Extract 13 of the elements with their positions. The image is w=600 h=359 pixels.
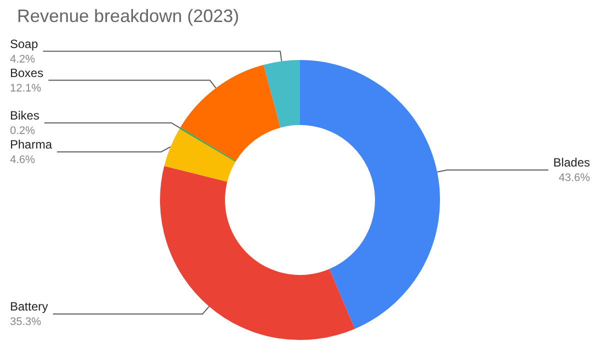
data-label: 4.6% — [10, 154, 36, 166]
data-label: 12.1% — [10, 82, 42, 94]
data-label: 35.3% — [10, 316, 42, 328]
slice-label: Boxes — [10, 66, 44, 80]
chart-title: Revenue breakdown (2023) — [17, 6, 240, 26]
slice-label: Bikes — [10, 108, 40, 122]
slice-label: Pharma — [10, 137, 52, 152]
slice-label: Soap — [10, 36, 38, 51]
slice-label: Blades — [553, 156, 590, 170]
data-label: 43.6% — [558, 172, 590, 184]
slice-label: Battery — [10, 300, 48, 314]
data-label: 4.2% — [10, 53, 36, 66]
data-label: 0.2% — [10, 124, 36, 137]
